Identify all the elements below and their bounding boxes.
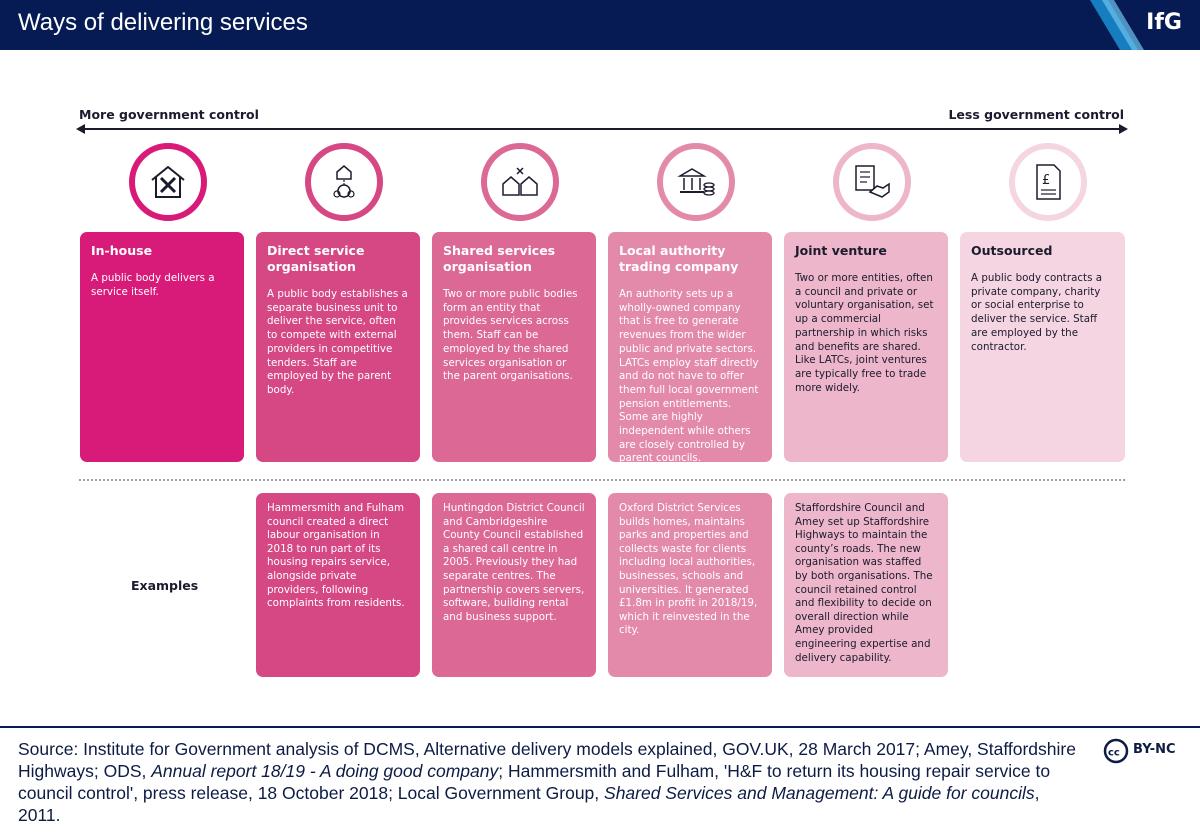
direct-service-organisation-icon [305,143,383,221]
source-note: Source: Institute for Government analysi… [18,738,1078,826]
svg-text:£: £ [1042,173,1050,188]
card-direct-service-organisation: Direct service organisation A public bod… [256,232,420,462]
svg-text:cc: cc [1108,748,1120,759]
creative-commons-icon: cc [1103,738,1129,764]
card-title: In-house [91,243,153,258]
example-shared-services-organisation: Huntingdon District Council and Cambridg… [432,493,596,677]
card-description: Two or more entities, often a council an… [795,272,934,394]
examples-label: Examples [131,578,199,593]
card-description: An authority sets up a wholly-owned comp… [619,288,759,465]
card-description: A public body establishes a separate bus… [267,288,408,396]
example-direct-service-organisation: Hammersmith and Fulham council created a… [256,493,420,677]
card-local-authority-trading-company: Local authority trading company An autho… [608,232,772,464]
axis-label-less-control: Less government control [948,107,1124,122]
example-joint-venture: Staffordshire Council and Amey set up St… [784,493,948,677]
page-title: Ways of delivering services [18,9,308,36]
outsourced-contract-icon: £ [1009,143,1087,221]
card-title: Joint venture [795,243,887,258]
logo-stripe-graphic [1090,0,1144,50]
card-in-house: In-house A public body delivers a servic… [80,232,244,462]
card-shared-services-organisation: Shared services organisation Two or more… [432,232,596,462]
control-axis-arrow [76,124,1128,134]
joint-venture-handshake-icon [833,143,911,221]
source-text-2: ; Hammersmith and Fulham, 'H&F to return… [18,761,1051,803]
card-description: A public body delivers a service itself. [91,272,215,298]
header-bar: Ways of delivering services IfG [0,0,1200,50]
source-text-1: Source: Institute for Government analysi… [18,739,1076,781]
footer-divider [0,726,1200,728]
license-label: BY-NC [1133,742,1176,757]
axis-label-more-control: More government control [79,107,259,122]
example-local-authority-trading-company: Oxford District Services builds homes, m… [608,493,772,677]
shared-services-icon [481,143,559,221]
card-outsourced: Outsourced A public body contracts a pri… [960,232,1125,462]
in-house-tools-icon [129,143,207,221]
card-description: Two or more public bodies form an entity… [443,288,578,383]
card-title: Local authority trading company [619,243,739,274]
card-title: Direct service organisation [267,243,365,274]
ifg-logo: IfG [1146,10,1182,35]
card-joint-venture: Joint venture Two or more entities, ofte… [784,232,948,462]
section-divider [79,479,1125,481]
source-italic-2: Shared Services and Management: A guide … [604,783,1035,803]
card-title: Outsourced [971,243,1053,258]
trading-company-bank-coins-icon [657,143,735,221]
card-title: Shared services organisation [443,243,556,274]
source-italic-1: Annual report 18/19 - A doing good compa… [151,761,499,781]
card-description: A public body contracts a private compan… [971,272,1103,353]
source-text-3: , 2011. [18,783,1040,825]
